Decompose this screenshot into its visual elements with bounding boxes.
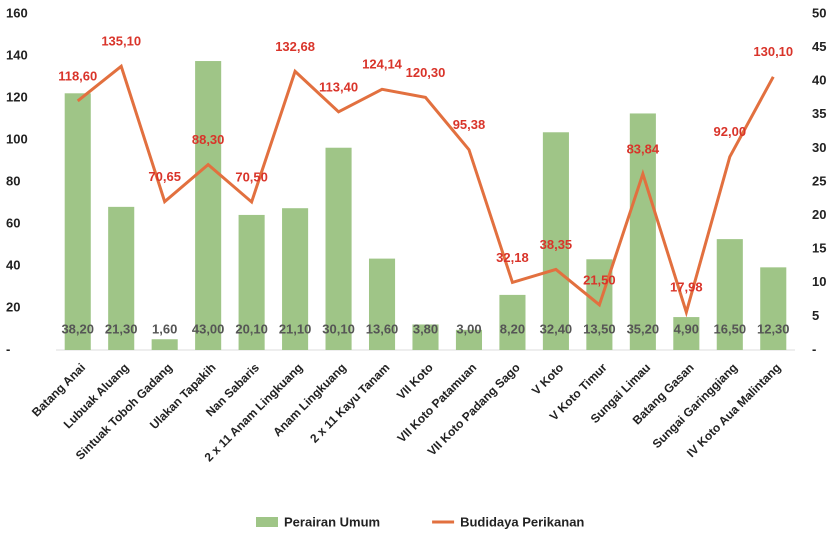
y-tick-label: 140 [6, 47, 28, 62]
bar-value-label: 16,50 [714, 321, 747, 336]
y2-tick-label: 20 [812, 207, 826, 222]
line-value-label: 120,30 [406, 65, 446, 80]
x-tick-label: Sungai Garinggiang [650, 360, 741, 451]
bar-value-label: 21,30 [105, 321, 138, 336]
y2-tick-label: - [812, 341, 816, 356]
line-value-label: 124,14 [362, 57, 403, 72]
y-tick-label: - [6, 341, 10, 356]
y-tick-label: 20 [6, 299, 20, 314]
x-tick-label: 2 x 11 Kayu Tanam [307, 360, 392, 445]
bar-value-label: 30,10 [322, 321, 355, 336]
y2-tick-label: 5 [812, 308, 819, 323]
y-tick-label: 100 [6, 131, 28, 146]
bar-value-label: 3,80 [413, 321, 438, 336]
bar [499, 294, 526, 350]
y2-tick-label: 45 [812, 39, 826, 54]
x-tick-label: V Koto [529, 360, 566, 397]
x-tick-label: Anam Lingkuang [270, 360, 349, 439]
bar-value-label: 20,10 [235, 321, 268, 336]
bar-value-label: 38,20 [61, 321, 94, 336]
legend-label: Budidaya Perikanan [460, 514, 584, 529]
bar-value-label: 21,10 [279, 321, 312, 336]
line-value-label: 21,50 [583, 272, 616, 287]
bar-value-label: 4,90 [674, 321, 699, 336]
y-tick-label: 120 [6, 89, 28, 104]
bar [760, 267, 787, 350]
y2-tick-label: 40 [812, 73, 826, 88]
line-value-label: 70,65 [148, 169, 181, 184]
line-value-label: 88,30 [192, 132, 225, 147]
y2-tick-label: 25 [812, 173, 826, 188]
bar-value-label: 3,00 [456, 321, 481, 336]
legend-label: Perairan Umum [284, 514, 380, 529]
line-value-label: 92,00 [714, 124, 747, 139]
bar [108, 206, 135, 350]
bar [542, 132, 569, 350]
y-tick-label: 80 [6, 173, 20, 188]
line-value-label: 130,10 [753, 44, 793, 59]
bar-value-label: 43,00 [192, 321, 225, 336]
line-value-label: 83,84 [627, 141, 660, 156]
bar [151, 339, 178, 350]
y2-tick-label: 15 [812, 241, 826, 256]
bar [238, 214, 265, 350]
x-tick-label: VII Koto [394, 360, 436, 402]
bar [629, 113, 656, 351]
line-value-label: 17,98 [670, 280, 703, 295]
bar [412, 324, 439, 350]
line-value-label: 38,35 [540, 237, 573, 252]
line-value-label: 113,40 [319, 79, 358, 94]
bar [282, 208, 309, 350]
line-value-label: 135,10 [101, 34, 141, 49]
bar-value-label: 13,50 [583, 321, 616, 336]
line-value-label: 118,60 [58, 68, 97, 83]
bar-value-label: 8,20 [500, 321, 525, 336]
line-value-label: 132,68 [275, 39, 315, 54]
y-tick-label: 40 [6, 257, 20, 272]
bar [195, 61, 222, 350]
bar [325, 147, 352, 350]
line [76, 63, 775, 318]
bar [368, 258, 396, 350]
bar-value-label: 13,60 [366, 321, 399, 336]
line-value-label: 70,50 [235, 169, 268, 184]
bar [716, 239, 743, 350]
bar-value-label: 12,30 [757, 321, 790, 336]
bar-value-label: 32,40 [540, 321, 573, 336]
x-tick-label: VII Koto Patamuan [394, 360, 479, 445]
bar [673, 317, 700, 350]
line-value-label: 95,38 [453, 117, 486, 132]
bar-value-label: 1,60 [152, 321, 177, 336]
y2-tick-label: 30 [812, 140, 826, 155]
bar [455, 329, 483, 350]
bar-value-label: 35,20 [627, 321, 660, 336]
bar [64, 93, 91, 351]
y2-tick-label: 35 [812, 106, 826, 121]
y2-tick-label: 10 [812, 274, 826, 289]
y-tick-label: 160 [6, 5, 28, 20]
line-value-label: 32,18 [496, 250, 529, 265]
y2-tick-label: 50 [812, 5, 826, 20]
y-tick-label: 60 [6, 215, 20, 230]
legend-swatch [256, 517, 278, 527]
